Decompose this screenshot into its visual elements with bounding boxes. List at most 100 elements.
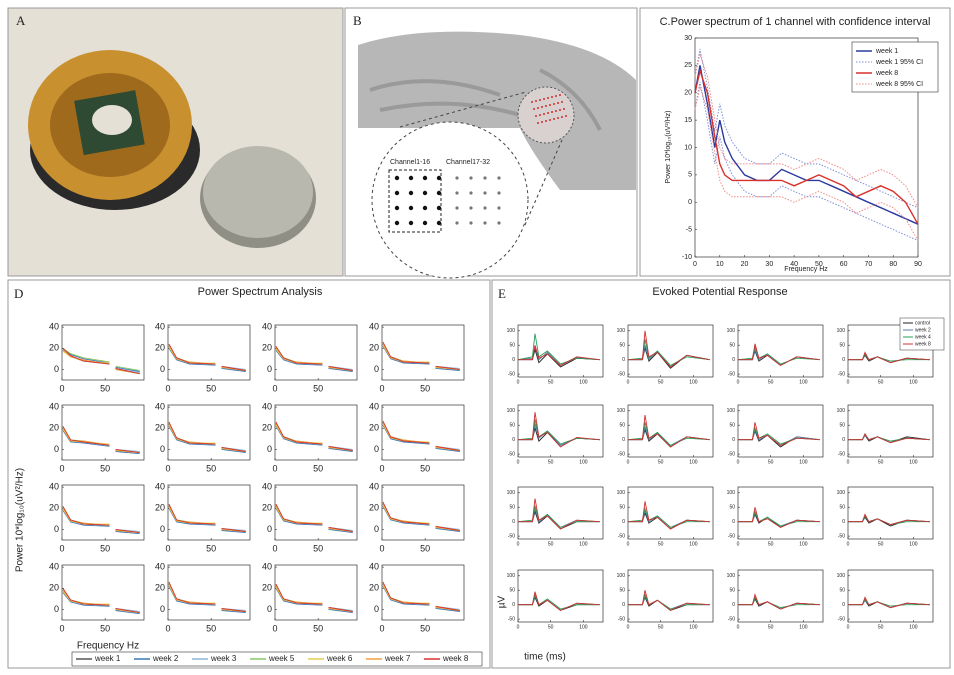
electrode [497,206,500,209]
x-tick-label: 0 [517,541,520,547]
y-tick-label: 100 [837,328,846,334]
electrode [483,206,486,209]
electrode-site [553,118,555,120]
y-tick-label: 0 [160,524,165,534]
y-tick-label: 50 [619,505,625,511]
y-tick-label: 0 [374,604,379,614]
y-tick-label: 25 [684,62,692,69]
x-tick-label: 50 [658,624,664,630]
x-tick-label: 0 [847,379,850,385]
y-tick-label: 100 [727,328,736,334]
y-tick-label: 40 [49,401,59,411]
panel-label: D [14,286,23,301]
y-tick-label: 50 [509,423,515,429]
electrode [395,206,399,210]
y-tick-label: -50 [838,371,845,377]
x-tick-label: 90 [914,261,922,268]
x-tick-label: 50 [420,383,430,393]
electrode-site [547,112,549,114]
y-tick-label: 50 [729,588,735,594]
x-tick-label: 10 [716,261,724,268]
y-tick-label: 0 [622,437,625,443]
x-tick-label: 100 [689,541,698,547]
y-tick-label: 100 [617,573,626,579]
x-tick-label: 30 [765,261,773,268]
x-tick-label: 0 [627,541,630,547]
y-tick-label: 0 [54,524,59,534]
y-tick-label: 20 [49,343,59,353]
y-tick-label: 0 [160,444,165,454]
y-tick-label: 40 [262,481,272,491]
legend-label: week 7 [384,654,411,663]
x-tick-label: 50 [100,623,110,633]
y-tick-label: 15 [684,117,692,124]
x-tick-label: 0 [517,624,520,630]
electrode [423,221,427,225]
y-tick-label: 0 [374,444,379,454]
x-tick-label: 50 [420,463,430,473]
y-tick-label: 0 [54,364,59,374]
y-tick-label: 0 [267,364,272,374]
y-tick-label: 40 [369,321,379,331]
electrode [469,221,472,224]
y-tick-label: 100 [617,328,626,334]
x-tick-label: 0 [59,623,64,633]
electrode [423,191,427,195]
x-tick-label: 0 [379,463,384,473]
y-tick-label: 0 [374,364,379,374]
x-tick-label: 100 [909,624,918,630]
y-tick-label: 50 [839,588,845,594]
electrode [437,191,441,195]
x-tick-label: 70 [865,261,873,268]
panel-a: A [8,8,343,276]
y-tick-label: 50 [509,343,515,349]
x-tick-label: 0 [847,624,850,630]
x-tick-label: 50 [768,459,774,465]
x-tick-label: 50 [878,459,884,465]
x-tick-label: 0 [379,623,384,633]
x-tick-label: 50 [100,543,110,553]
y-tick-label: -50 [618,451,625,457]
y-tick-label: 100 [507,573,516,579]
y-tick-label: 50 [839,423,845,429]
y-tick-label: 20 [262,343,272,353]
y-tick-label: 40 [155,401,165,411]
electrode-site [559,94,561,96]
x-tick-label: 50 [878,624,884,630]
x-tick-label: 100 [689,459,698,465]
x-tick-label: 0 [517,379,520,385]
y-tick-label: -5 [686,226,692,233]
y-tick-label: -50 [728,533,735,539]
y-tick-label: -10 [682,254,692,261]
x-tick-label: 0 [847,459,850,465]
y-tick-label: 0 [512,602,515,608]
electrode [455,206,458,209]
y-tick-label: -50 [838,616,845,622]
x-tick-label: 50 [768,379,774,385]
x-tick-label: 0 [379,383,384,393]
y-tick-label: 40 [369,481,379,491]
x-tick-label: 0 [737,541,740,547]
electrode [469,206,472,209]
y-tick-label: 0 [160,364,165,374]
y-tick-label: 50 [729,423,735,429]
electrode [469,191,472,194]
electrode-site [537,107,539,109]
x-tick-label: 50 [100,383,110,393]
y-tick-label: -50 [728,616,735,622]
y-tick-label: 20 [369,423,379,433]
legend-label: week 3 [210,654,237,663]
legend-label: week 2 [915,327,931,333]
x-tick-label: 50 [658,541,664,547]
y-tick-label: 40 [262,321,272,331]
electrode [437,206,441,210]
x-tick-label: 50 [420,543,430,553]
y-tick-label: -50 [728,451,735,457]
y-tick-label: 50 [729,505,735,511]
y-tick-label: 0 [512,437,515,443]
x-tick-label: 0 [737,624,740,630]
y-tick-label: -50 [508,533,515,539]
electrode-site [533,108,535,110]
y-tick-label: 0 [54,444,59,454]
x-axis-label: time (ms) [524,652,566,663]
